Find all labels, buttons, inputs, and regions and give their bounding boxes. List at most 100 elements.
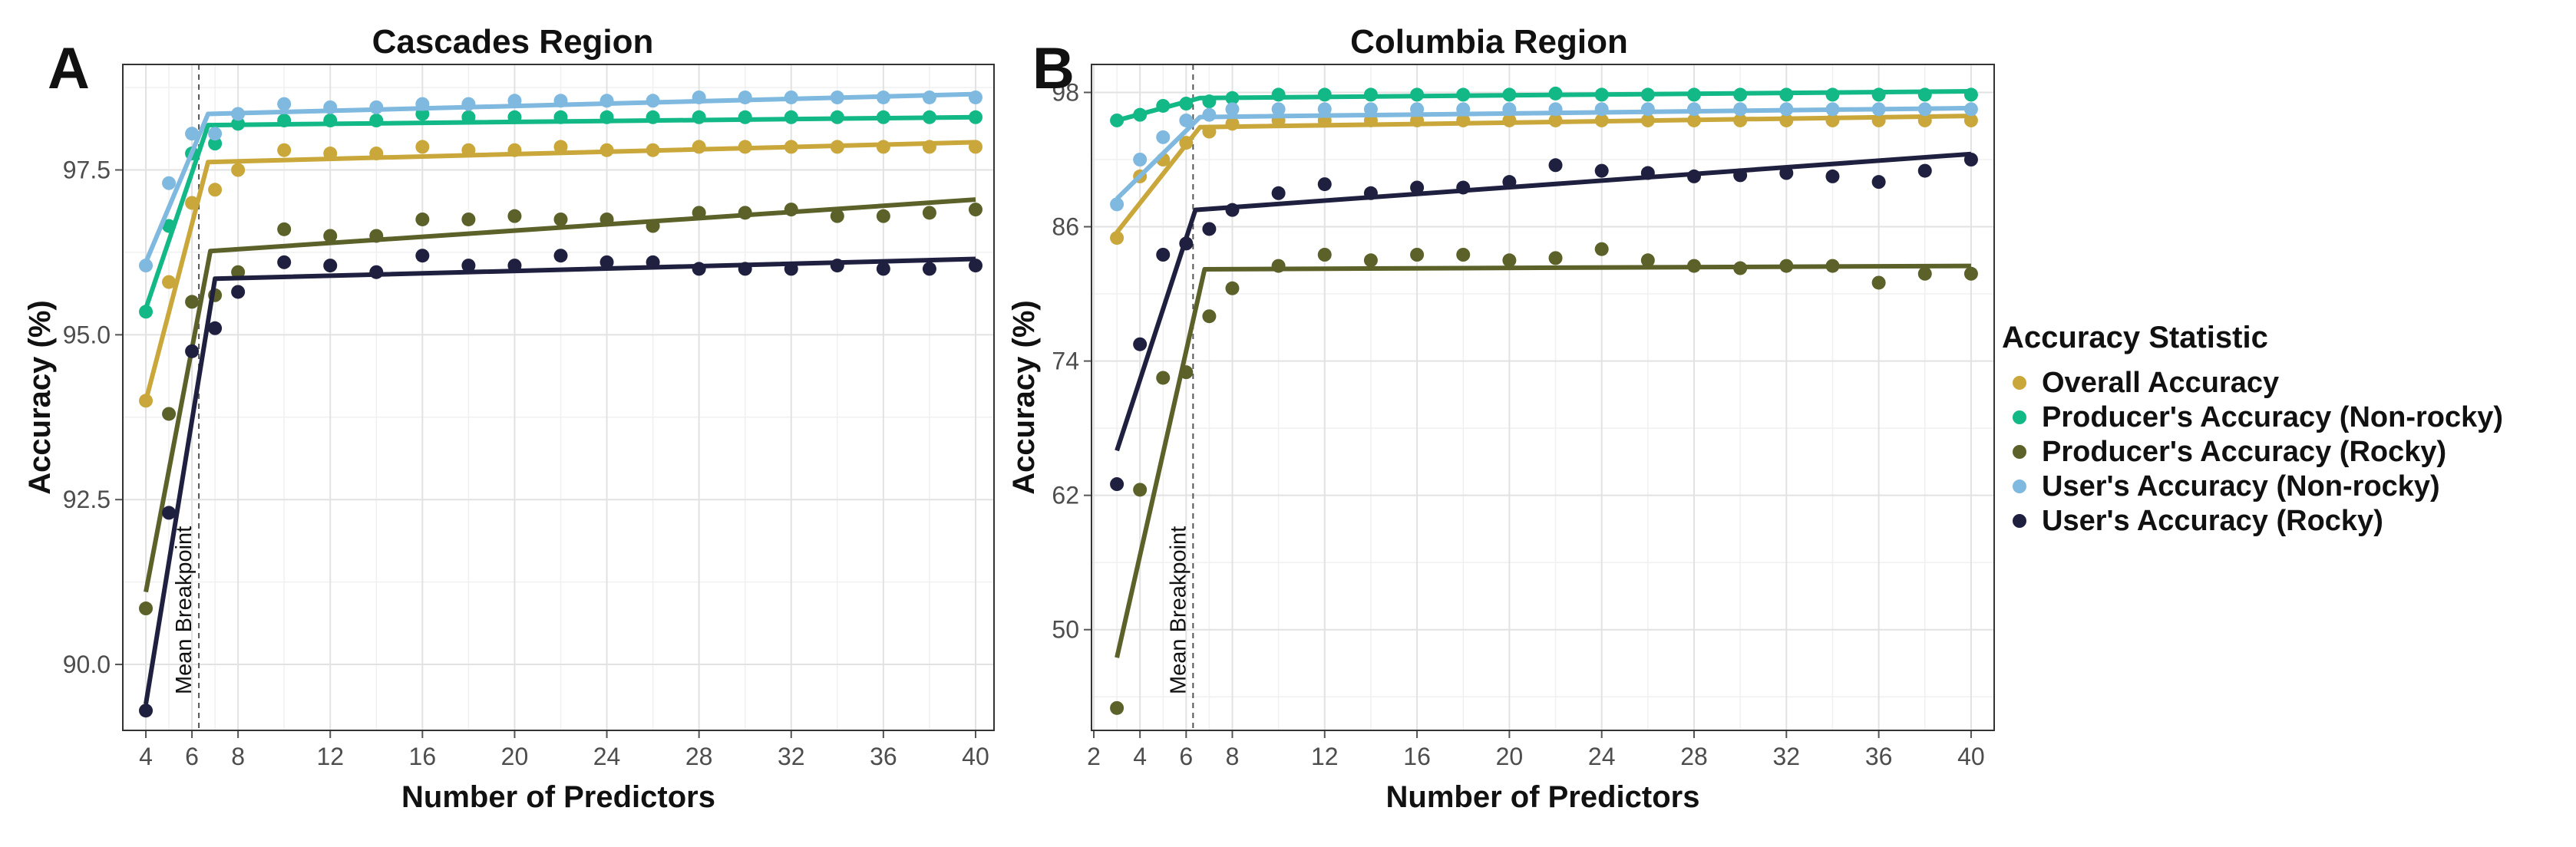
x-tick-label: 4 [1133, 743, 1147, 770]
data-point [162, 176, 177, 190]
data-point [415, 97, 430, 111]
data-point [1271, 186, 1286, 200]
data-point [1456, 113, 1471, 127]
data-point [738, 110, 752, 124]
data-point [1363, 186, 1378, 200]
data-point [1363, 87, 1378, 102]
data-point [507, 259, 522, 273]
data-point [1410, 248, 1425, 262]
data-point [369, 114, 384, 128]
data-point [1917, 113, 1932, 127]
data-point [1271, 102, 1286, 117]
data-point [185, 344, 200, 358]
data-point [231, 117, 246, 131]
x-tick-label: 32 [1773, 743, 1801, 770]
x-tick-label: 2 [1087, 743, 1101, 770]
fit-line [1115, 263, 1971, 658]
data-point [1733, 102, 1748, 117]
x-tick-label: 6 [185, 743, 199, 770]
legend-dot [2013, 480, 2026, 493]
data-point [1917, 87, 1932, 102]
data-point [830, 209, 844, 223]
data-point [162, 219, 177, 233]
data-point [1317, 87, 1332, 102]
legend-key [2002, 400, 2037, 435]
data-point [922, 140, 936, 154]
data-point [369, 147, 384, 161]
data-point [1179, 236, 1194, 251]
data-point [876, 110, 890, 124]
x-tick-label: 28 [1680, 743, 1708, 770]
fit-line [144, 91, 976, 263]
data-point [1410, 113, 1425, 127]
data-point [162, 407, 177, 421]
data-point [692, 140, 706, 154]
data-point [208, 127, 223, 141]
data-point [323, 147, 338, 161]
legend-key [2002, 470, 2037, 504]
data-point [1594, 102, 1609, 117]
x-tick-label: 6 [1179, 743, 1193, 770]
data-point [1156, 248, 1171, 262]
data-point [1640, 87, 1655, 102]
x-tick-label: 32 [778, 743, 805, 770]
data-point [1687, 259, 1702, 273]
x-tick-label: 8 [1226, 743, 1240, 770]
data-point [369, 100, 384, 114]
panel-label-a: A [48, 36, 90, 101]
data-point [1733, 261, 1748, 275]
data-point [1779, 259, 1794, 273]
data-point [784, 110, 798, 124]
data-point [1317, 177, 1332, 192]
data-point [1225, 203, 1240, 217]
data-point [1110, 197, 1125, 212]
data-point [553, 140, 568, 154]
data-point [1871, 175, 1886, 190]
legend-item-users-nonrocky: User's Accuracy (Non-rocky) [2002, 470, 2503, 504]
data-point [231, 265, 246, 279]
legend-dot [2013, 445, 2026, 459]
data-point [208, 183, 223, 197]
data-point [876, 262, 890, 276]
data-point [1871, 275, 1886, 290]
data-point [231, 163, 246, 177]
data-point [1963, 102, 1978, 117]
data-point [1410, 102, 1425, 117]
data-point [830, 140, 844, 154]
data-point [461, 97, 476, 111]
data-point [1687, 113, 1702, 127]
data-point [1363, 102, 1378, 117]
data-point [208, 321, 223, 335]
y-tick-label: 74 [1052, 348, 1079, 375]
data-point [1202, 94, 1217, 109]
data-point [968, 110, 983, 124]
data-point [1317, 102, 1332, 117]
chart-panel-0: 4 6 8 12 16 20 24 28 32 36 40 90.0 92.5 95.0 97.5 Numbe… [23, 64, 995, 814]
data-point [1548, 86, 1563, 101]
y-tick-label: 62 [1052, 482, 1079, 509]
data-point [830, 110, 844, 124]
data-point [738, 140, 752, 154]
y-tick-label: 98 [1052, 78, 1079, 106]
x-tick-label: 24 [593, 743, 621, 770]
data-point [922, 90, 936, 104]
x-tick-label: 36 [870, 743, 897, 770]
data-point [461, 143, 476, 157]
data-point [323, 259, 338, 273]
data-point [1133, 337, 1148, 351]
data-point [231, 107, 246, 121]
data-point [1225, 91, 1240, 105]
data-point [1640, 113, 1655, 127]
data-point [1133, 107, 1148, 122]
data-point [1963, 266, 1978, 281]
data-point [1594, 113, 1609, 127]
data-point [461, 259, 476, 273]
data-point [1179, 136, 1194, 150]
legend-key [2002, 366, 2037, 400]
data-point [1548, 113, 1563, 127]
legend-item-users-rocky: User's Accuracy (Rocky) [2002, 504, 2503, 539]
data-point [1456, 180, 1471, 195]
data-point [162, 275, 177, 289]
fit-line [144, 197, 976, 593]
